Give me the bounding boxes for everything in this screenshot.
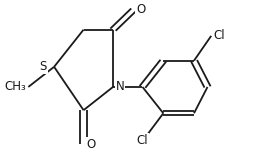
Text: S: S	[39, 60, 47, 73]
Text: N: N	[116, 80, 124, 93]
Text: Cl: Cl	[137, 134, 148, 147]
Text: O: O	[136, 3, 146, 16]
Text: Cl: Cl	[214, 29, 225, 42]
Text: O: O	[86, 138, 95, 151]
Text: CH₃: CH₃	[4, 80, 26, 93]
